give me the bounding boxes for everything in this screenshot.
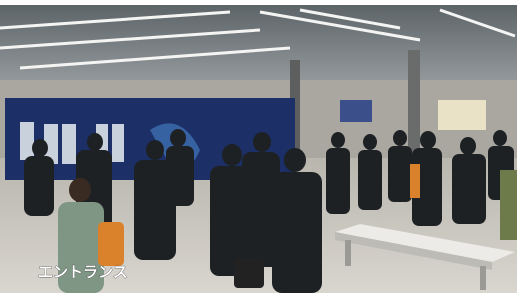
scene [0,5,517,293]
bag [234,258,264,288]
bag [410,164,420,198]
ceiling [0,5,517,91]
sign [340,100,372,122]
pillar [408,50,420,160]
bag [98,222,124,266]
plant [500,170,517,240]
caption: エントランス [38,263,128,281]
poster [438,100,486,130]
photo: エントランス [0,0,517,293]
